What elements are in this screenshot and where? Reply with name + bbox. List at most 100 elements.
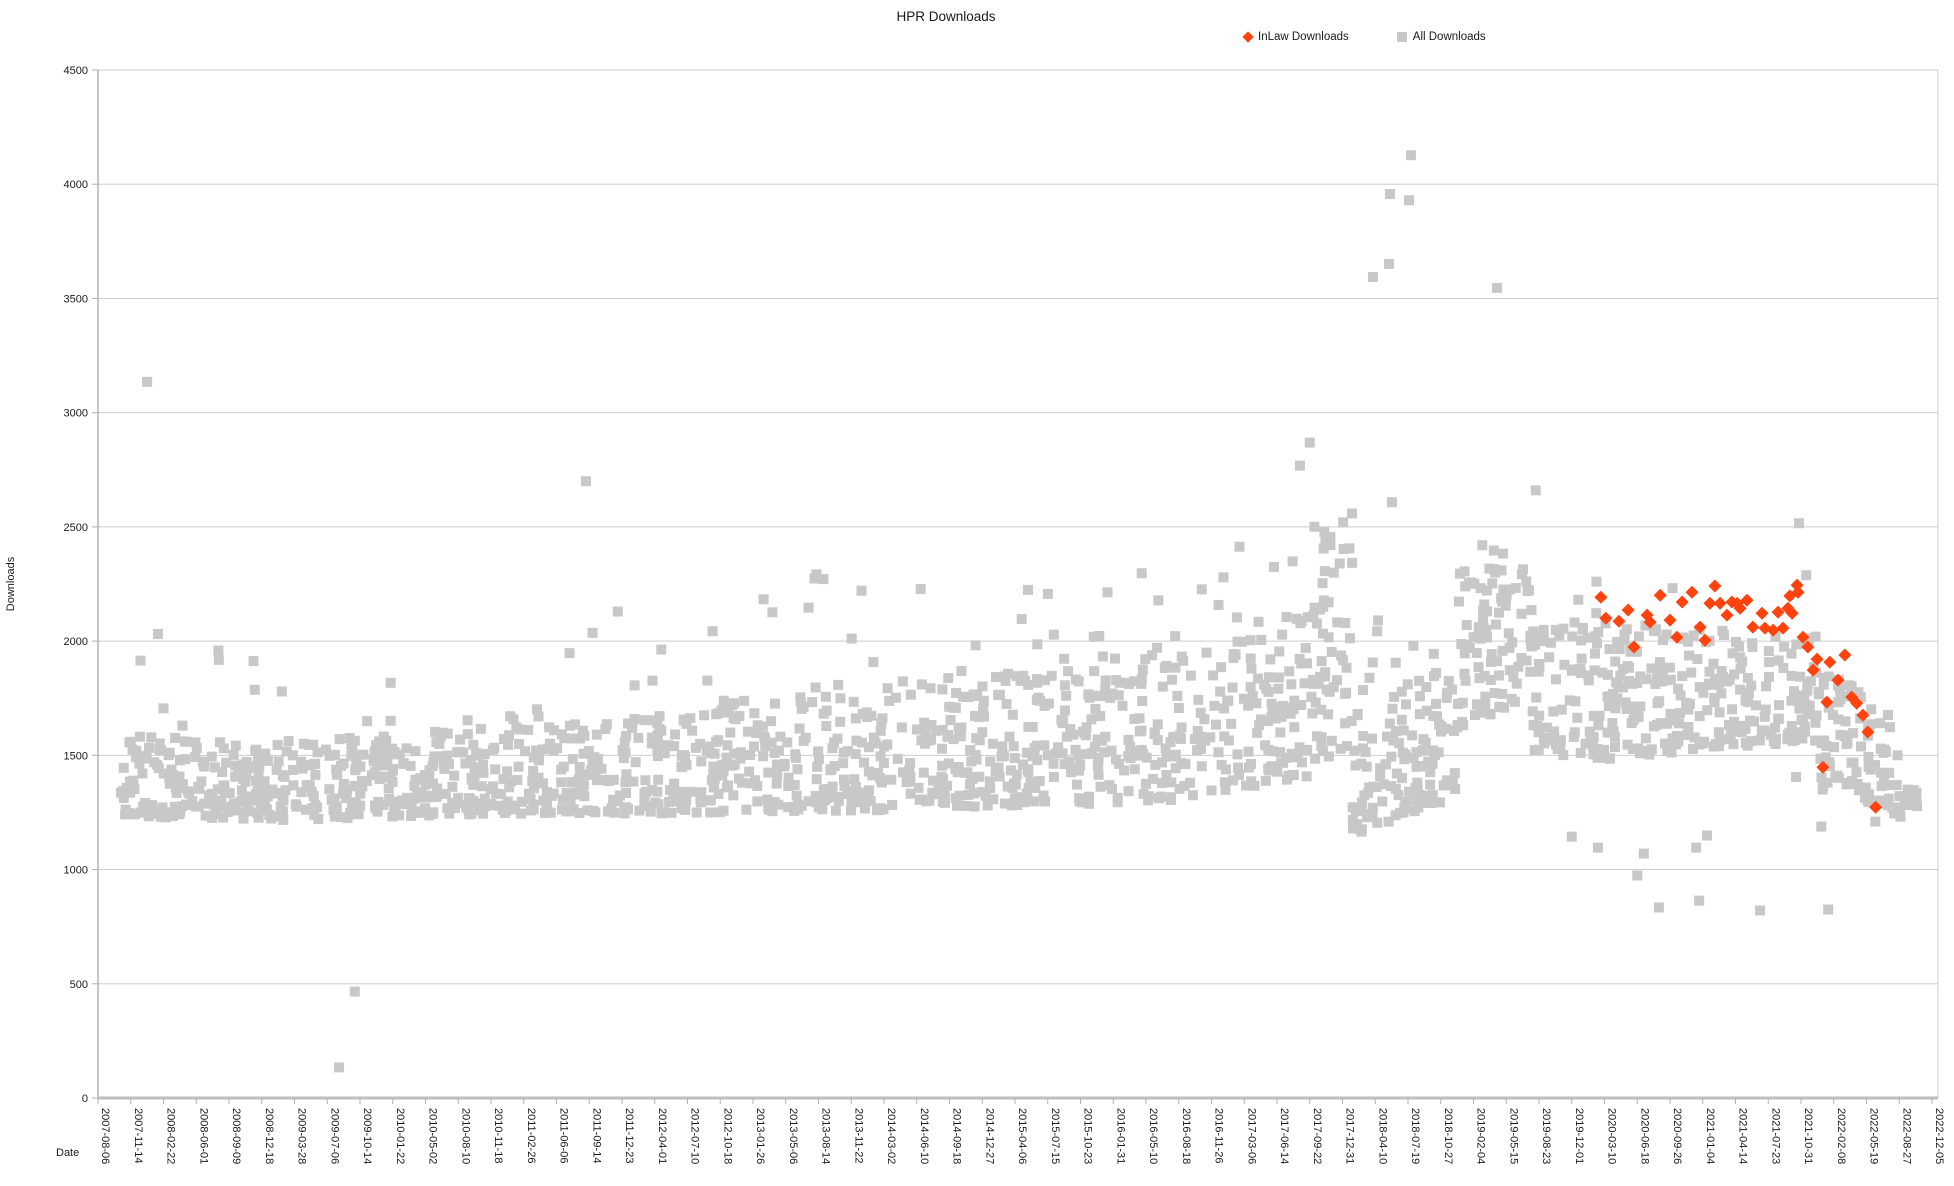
data-point-all-downloads	[1157, 777, 1168, 788]
data-point-all-downloads	[729, 759, 740, 770]
data-point-all-downloads	[647, 784, 658, 795]
data-point-all-downloads	[525, 805, 536, 816]
data-point-all-downloads	[994, 689, 1005, 700]
data-point-all-downloads	[451, 797, 462, 808]
data-point-all-downloads	[1527, 706, 1538, 717]
data-point-all-downloads	[1459, 648, 1470, 659]
data-point-all-downloads	[1589, 648, 1600, 659]
data-point-all-downloads	[513, 761, 524, 772]
data-point-all-downloads	[1281, 774, 1292, 785]
data-point-all-downloads	[1694, 711, 1705, 722]
data-point-all-downloads	[1481, 585, 1492, 596]
data-point-all-downloads	[897, 767, 908, 778]
data-point-all-downloads	[997, 741, 1008, 752]
data-point-all-downloads	[937, 760, 948, 771]
data-point-all-downloads	[533, 711, 544, 722]
data-point-all-downloads	[158, 703, 169, 714]
data-point-all-downloads	[1393, 790, 1404, 801]
data-point-all-downloads	[349, 780, 360, 791]
data-point-all-downloads	[1382, 731, 1393, 742]
data-point-all-downloads	[1488, 545, 1499, 556]
data-point-all-downloads	[1007, 709, 1018, 720]
data-point-all-downloads	[329, 749, 340, 760]
data-point-inlaw-downloads	[1733, 601, 1747, 615]
data-point-all-downloads	[338, 778, 349, 789]
data-point-all-downloads	[1810, 717, 1821, 728]
data-point-all-downloads	[1421, 682, 1432, 693]
data-point-all-downloads	[1059, 759, 1070, 770]
data-point-all-downloads	[718, 805, 729, 816]
data-point-all-downloads	[370, 803, 381, 814]
data-point-all-downloads	[850, 713, 861, 724]
data-point-all-downloads	[1530, 485, 1541, 496]
data-point-all-downloads	[1621, 624, 1632, 635]
data-point-all-downloads	[1301, 771, 1312, 782]
data-point-all-downloads	[1413, 802, 1424, 813]
data-point-all-downloads	[1870, 816, 1881, 827]
data-point-all-downloads	[1094, 630, 1105, 641]
data-point-all-downloads	[835, 693, 846, 704]
data-point-all-downloads	[142, 376, 153, 387]
data-point-all-downloads	[1750, 700, 1761, 711]
data-point-inlaw-downloads	[1791, 585, 1805, 599]
data-point-all-downloads	[462, 729, 473, 740]
data-point-inlaw-downloads	[1861, 725, 1875, 739]
data-point-all-downloads	[1323, 751, 1334, 762]
x-tick-label: 2016-11-26	[1213, 1108, 1225, 1163]
data-point-all-downloads	[749, 708, 760, 719]
data-point-all-downloads	[1123, 750, 1134, 761]
data-point-all-downloads	[810, 682, 821, 693]
data-point-all-downloads	[213, 654, 224, 665]
data-point-all-downloads	[878, 757, 889, 768]
data-point-all-downloads	[767, 607, 778, 618]
data-point-all-downloads	[1143, 795, 1154, 806]
data-point-all-downloads	[652, 718, 663, 729]
data-point-all-downloads	[1405, 150, 1416, 161]
data-point-all-downloads	[273, 756, 284, 767]
data-point-all-downloads	[505, 711, 516, 722]
data-point-all-downloads	[629, 680, 640, 691]
data-point-all-downloads	[877, 713, 888, 724]
x-tick-label: 2019-12-01	[1573, 1108, 1585, 1164]
data-point-all-downloads	[676, 750, 687, 761]
data-point-all-downloads	[1891, 779, 1902, 790]
x-tick-label: 2011-12-23	[623, 1108, 635, 1163]
data-point-all-downloads	[1361, 761, 1372, 772]
data-point-all-downloads	[829, 737, 840, 748]
data-point-all-downloads	[1042, 750, 1053, 761]
data-point-all-downloads	[1688, 630, 1699, 641]
data-point-all-downloads	[633, 732, 644, 743]
data-point-all-downloads	[602, 806, 613, 817]
data-point-all-downloads	[1894, 791, 1905, 802]
data-point-all-downloads	[1684, 650, 1695, 661]
data-point-all-downloads	[676, 761, 687, 772]
data-point-all-downloads	[1093, 752, 1104, 763]
data-point-all-downloads	[704, 741, 715, 752]
data-point-all-downloads	[577, 725, 588, 736]
data-point-all-downloads	[1179, 780, 1190, 791]
data-point-all-downloads	[290, 799, 301, 810]
data-point-all-downloads	[1215, 686, 1226, 697]
data-point-all-downloads	[1633, 743, 1644, 754]
x-axis-labels: 2007-08-06 2007-11-14 2008-02-22 2008-06-01…	[99, 1108, 1945, 1164]
data-point-all-downloads	[1403, 195, 1414, 206]
data-point-all-downloads	[1387, 703, 1398, 714]
data-point-all-downloads	[670, 729, 681, 740]
data-point-all-downloads	[1084, 798, 1095, 809]
y-axis-title: Downloads	[5, 556, 17, 611]
data-point-all-downloads	[956, 722, 967, 733]
data-point-all-downloads	[383, 783, 394, 794]
data-point-all-downloads	[678, 715, 689, 726]
data-point-all-downloads	[1550, 674, 1561, 685]
data-point-all-downloads	[634, 805, 645, 816]
data-point-all-downloads	[1661, 629, 1672, 640]
data-point-all-downloads	[1332, 617, 1343, 628]
data-point-all-downloads	[1358, 685, 1369, 696]
data-point-all-downloads	[1646, 663, 1657, 674]
data-point-all-downloads	[943, 730, 954, 741]
data-point-all-downloads	[152, 628, 163, 639]
data-point-all-downloads	[1412, 777, 1423, 788]
data-point-all-downloads	[1786, 695, 1797, 706]
data-point-all-downloads	[358, 749, 369, 760]
data-point-all-downloads	[1863, 762, 1874, 773]
